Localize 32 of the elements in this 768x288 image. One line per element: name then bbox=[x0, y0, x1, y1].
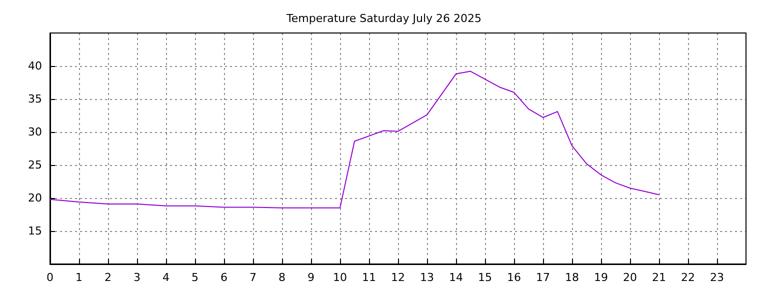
x-tick-label: 0 bbox=[46, 271, 54, 284]
y-tick-label: 25 bbox=[28, 158, 42, 172]
x-tick-label: 1 bbox=[76, 271, 82, 284]
x-tick-label: 20 bbox=[623, 271, 637, 284]
x-tick-label: 14 bbox=[449, 271, 463, 284]
x-tick-label: 3 bbox=[134, 271, 140, 284]
x-tick-label: 18 bbox=[565, 271, 579, 284]
x-tick-label: 22 bbox=[681, 271, 695, 284]
x-tick-label: 17 bbox=[536, 271, 550, 284]
y-tick-label: 30 bbox=[28, 126, 42, 138]
x-tick-label: 12 bbox=[391, 271, 405, 284]
y-tick-label: 35 bbox=[28, 92, 42, 106]
x-tick-label: 9 bbox=[308, 271, 314, 284]
x-tick-label: 2 bbox=[104, 271, 112, 284]
y-tick-label: 40 bbox=[28, 60, 42, 72]
x-tick-label: 21 bbox=[652, 271, 666, 284]
x-tick-label: 23 bbox=[710, 271, 724, 284]
x-tick-label: 16 bbox=[507, 271, 521, 284]
x-tick-label: 8 bbox=[278, 271, 286, 284]
x-tick-label: 19 bbox=[594, 271, 608, 284]
chart-title: Temperature Saturday July 26 2025 bbox=[285, 12, 482, 25]
y-tick-label: 20 bbox=[28, 192, 42, 204]
x-tick-label: 11 bbox=[362, 271, 376, 284]
x-tick-label: 4 bbox=[162, 271, 170, 284]
line-series bbox=[50, 70, 660, 208]
x-tick-label: 15 bbox=[478, 271, 492, 284]
y-tick-label: 15 bbox=[28, 224, 42, 238]
x-tick-label: 6 bbox=[220, 271, 228, 284]
x-tick-label: 5 bbox=[192, 271, 198, 284]
x-tick-label: 7 bbox=[250, 271, 256, 284]
x-tick-label: 10 bbox=[333, 271, 347, 284]
x-tick-label: 13 bbox=[420, 271, 434, 284]
